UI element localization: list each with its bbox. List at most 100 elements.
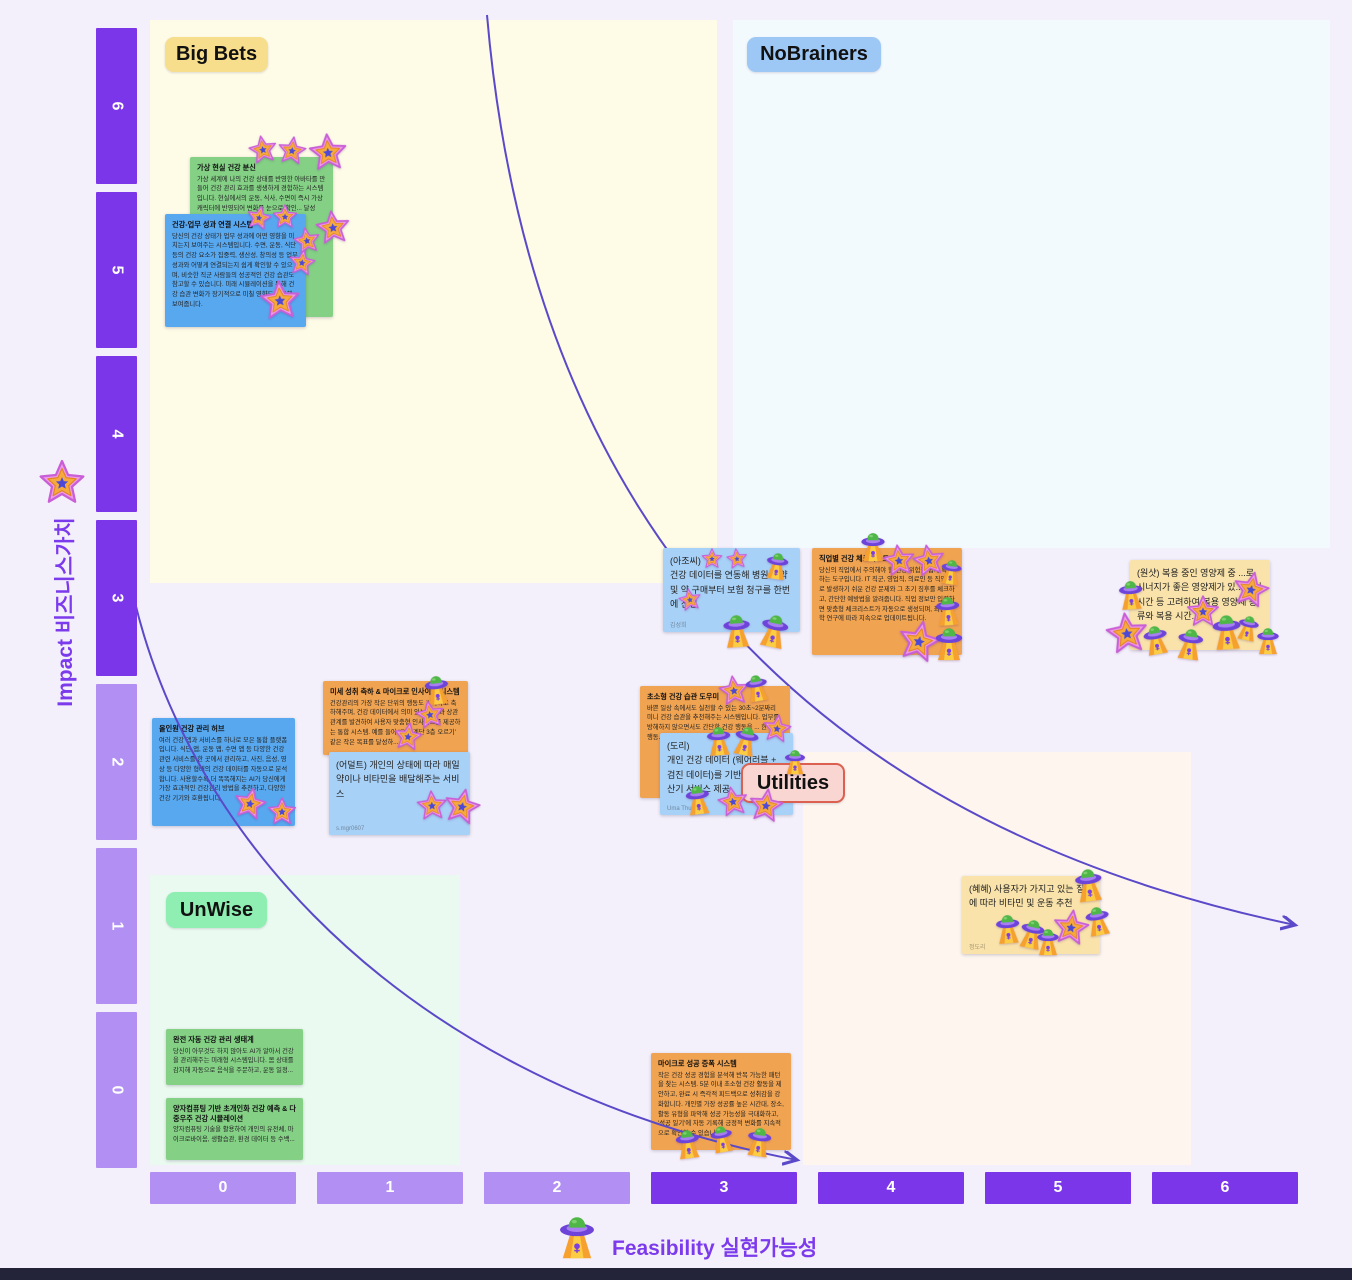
note-title: 건강-업무 성과 연결 시스템 — [172, 220, 254, 229]
star-stamp[interactable] — [272, 204, 298, 230]
ufo-stamp[interactable] — [1254, 627, 1282, 656]
ufo-stamp[interactable] — [1232, 612, 1263, 644]
ufo-stamp[interactable] — [1172, 625, 1208, 663]
ufo-stamp[interactable] — [420, 672, 454, 707]
quadrant-label-text: NoBrainers — [760, 43, 868, 65]
ufo-stamp[interactable] — [1080, 903, 1115, 940]
star-stamp[interactable] — [439, 784, 484, 829]
star-stamp[interactable] — [267, 797, 297, 827]
ufo-stamp[interactable] — [936, 557, 966, 587]
x-tick-2: 2 — [484, 1172, 630, 1204]
star-stamp[interactable] — [701, 548, 723, 570]
ufo-stamp[interactable] — [1138, 622, 1173, 659]
note-body: 당신의 직업에서 주의해야 할 건강 위험을 쉽게 확인하는 도구입니다. IT… — [819, 566, 955, 623]
star-stamp[interactable] — [1102, 609, 1151, 658]
note-title: 직업별 건강 체크리스트 — [819, 554, 890, 563]
star-stamp[interactable] — [714, 783, 751, 820]
star-stamp[interactable] — [1050, 907, 1093, 950]
star-stamp[interactable] — [893, 616, 945, 668]
star-stamp[interactable] — [291, 225, 323, 257]
y-tick-3: 3 — [96, 520, 137, 676]
star-stamp[interactable] — [716, 673, 752, 709]
star-stamp[interactable] — [258, 279, 303, 324]
star-stamp-icon — [38, 459, 86, 513]
note-title: 마이크로 성공 증폭 시스템 — [658, 1059, 737, 1068]
ufo-stamp[interactable] — [761, 550, 793, 583]
ufo-stamp[interactable] — [671, 1126, 705, 1161]
tick-label: 3 — [719, 1179, 729, 1196]
ufo-stamp[interactable] — [681, 782, 715, 817]
star-stamp[interactable] — [676, 586, 704, 614]
star-stamp[interactable] — [909, 541, 948, 580]
tick-label: 4 — [886, 1179, 896, 1196]
star-stamp[interactable] — [1228, 567, 1273, 612]
quadrant-label-bigbets[interactable]: Big Bets — [165, 37, 268, 72]
y-axis-title: Impact 비즈니스가치 — [54, 517, 77, 707]
tick-label: 1 — [385, 1179, 395, 1196]
x-tick-0: 0 — [150, 1172, 296, 1204]
y-tick-6: 6 — [96, 28, 137, 184]
star-stamp[interactable] — [307, 132, 350, 175]
star-stamp[interactable] — [746, 786, 787, 827]
quadrant-label-text: UnWise — [179, 898, 254, 921]
star-stamp[interactable] — [880, 542, 918, 580]
ufo-stamp[interactable] — [1208, 612, 1247, 652]
star-stamp[interactable] — [760, 712, 794, 746]
tick-label: 1 — [108, 921, 126, 931]
ufo-stamp[interactable] — [728, 722, 764, 760]
tick-label: 0 — [108, 1085, 126, 1095]
note-title: 올인원 건강 관리 허브 — [159, 724, 225, 733]
note-title: 완전 자동 건강 관리 생태계 — [173, 1035, 254, 1044]
sticky-note[interactable]: 양자컴퓨팅 기반 초개인화 건강 예측 & 다중우주 건강 시뮬레이션 양자컴퓨팅… — [166, 1098, 303, 1160]
ufo-stamp[interactable] — [1115, 578, 1147, 612]
note-title: 양자컴퓨팅 기반 초개인화 건강 예측 & 다중우주 건강 시뮬레이션 — [173, 1104, 296, 1123]
star-stamp[interactable] — [415, 789, 449, 823]
quadrant-label-nobrainers[interactable]: NoBrainers — [747, 37, 881, 72]
ufo-stamp[interactable] — [782, 749, 808, 776]
tick-label: 4 — [108, 429, 126, 439]
star-stamp[interactable] — [244, 203, 275, 234]
sticky-note[interactable]: 완전 자동 건강 관리 생태계 당신이 아무것도 하지 않아도 AI가 알아서 건… — [166, 1029, 303, 1085]
ufo-stamp[interactable] — [703, 724, 735, 758]
y-tick-5: 5 — [96, 192, 137, 348]
bottom-bar — [0, 1268, 1352, 1280]
y-tick-0: 0 — [96, 1012, 137, 1168]
note-title: 가상 현실 건강 분신 — [197, 163, 256, 172]
star-stamp[interactable] — [286, 247, 318, 279]
note-author: 김성희 — [670, 623, 687, 629]
ufo-stamp[interactable] — [719, 612, 755, 650]
sticky-note[interactable]: 건강-업무 성과 연결 시스템 당신의 건강 상태가 업무 성과에 어떤 영향을 … — [165, 214, 306, 327]
quadrant-label-unwise[interactable]: UnWise — [166, 892, 267, 928]
x-tick-1: 1 — [317, 1172, 463, 1204]
tick-label: 2 — [552, 1179, 562, 1196]
star-stamp[interactable] — [246, 133, 281, 168]
ufo-stamp[interactable] — [932, 626, 966, 662]
ufo-stamp[interactable] — [741, 671, 774, 704]
ufo-stamp[interactable] — [1014, 915, 1050, 953]
ufo-stamp[interactable] — [754, 610, 795, 652]
tick-label: 5 — [108, 265, 126, 275]
ufo-stamp[interactable] — [992, 912, 1024, 946]
ufo-stamp-icon — [555, 1215, 599, 1266]
x-tick-6: 6 — [1152, 1172, 1298, 1204]
y-tick-4: 4 — [96, 356, 137, 512]
x-tick-4: 4 — [818, 1172, 964, 1204]
star-stamp[interactable] — [391, 720, 425, 754]
star-stamp[interactable] — [275, 134, 309, 168]
star-stamp[interactable] — [230, 784, 270, 824]
ufo-stamp[interactable] — [742, 1124, 776, 1160]
ufo-stamp[interactable] — [1070, 865, 1108, 905]
star-stamp[interactable] — [1186, 595, 1220, 629]
x-tick-5: 5 — [985, 1172, 1131, 1204]
ufo-stamp[interactable] — [1034, 928, 1062, 957]
ufo-stamp[interactable] — [932, 594, 964, 628]
star-stamp[interactable] — [313, 208, 353, 248]
ufo-stamp[interactable] — [858, 531, 888, 563]
star-stamp[interactable] — [413, 698, 448, 733]
ufo-stamp[interactable] — [706, 1122, 739, 1155]
tick-label: 2 — [108, 757, 126, 767]
star-stamp[interactable] — [725, 547, 750, 572]
tick-label: 0 — [218, 1179, 228, 1196]
nobrainers-area — [733, 20, 1330, 548]
